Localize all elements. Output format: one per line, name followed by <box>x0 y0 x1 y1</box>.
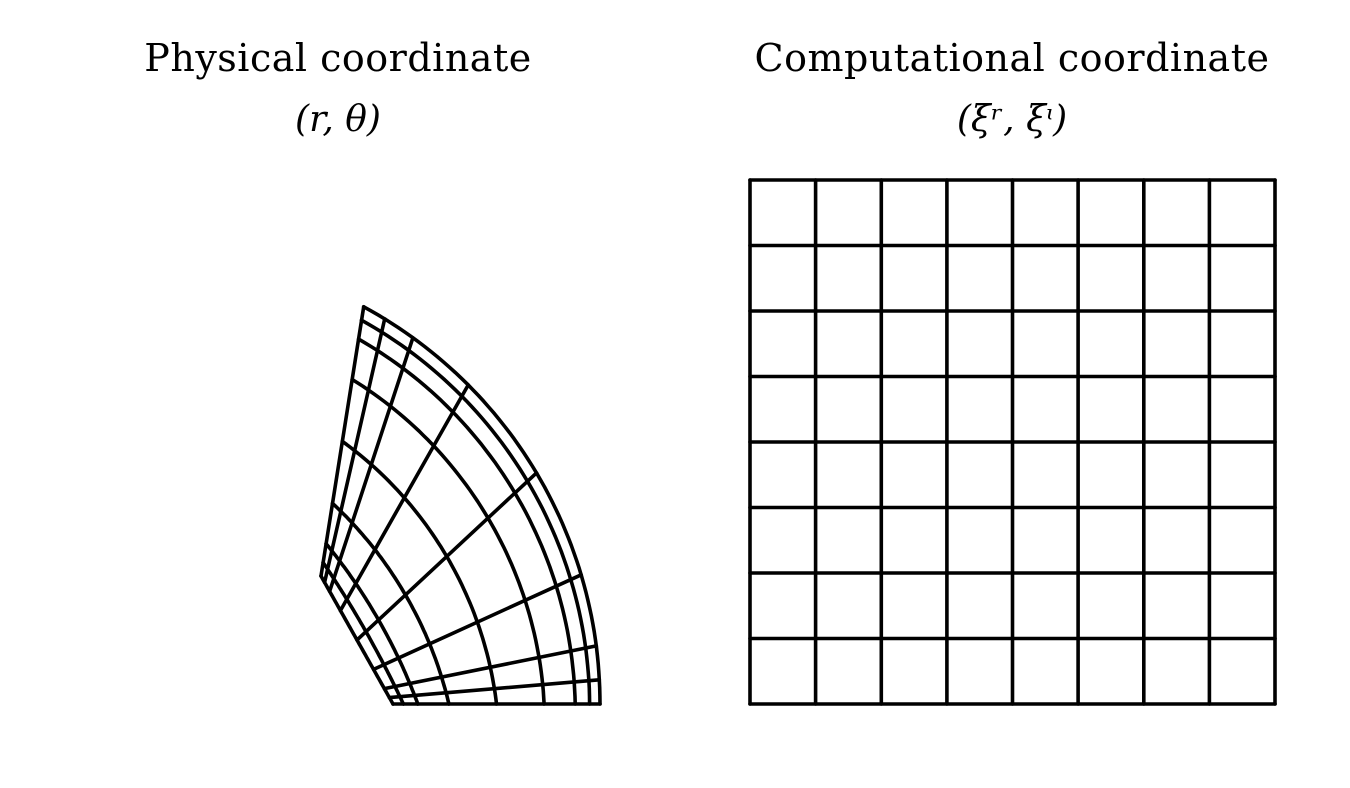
physical-arc-line <box>321 560 406 706</box>
physical-arc-line <box>361 305 602 706</box>
computational-panel-variables: (ξʳ, ξᶥ) <box>956 99 1068 140</box>
physical-grid <box>319 304 602 706</box>
computational-panel-header: Computational coordinate (ξʳ, ξᶥ) <box>712 36 1312 142</box>
physical-arc-line <box>324 541 420 706</box>
physical-arc-line <box>330 501 451 706</box>
physical-panel-variables: (r, θ) <box>295 99 381 140</box>
physical-arc-line <box>350 377 546 706</box>
computational-panel-title: Computational coordinate <box>754 36 1270 80</box>
physical-arc-line <box>356 337 577 706</box>
physical-arc-line <box>359 318 592 706</box>
physical-panel-header: Physical coordinate (r, θ) <box>88 36 588 142</box>
physical-arc-line <box>319 574 395 706</box>
physical-arc-line <box>340 439 499 706</box>
computational-grid <box>748 178 1277 706</box>
physical-panel-title: Physical coordinate <box>144 36 532 80</box>
